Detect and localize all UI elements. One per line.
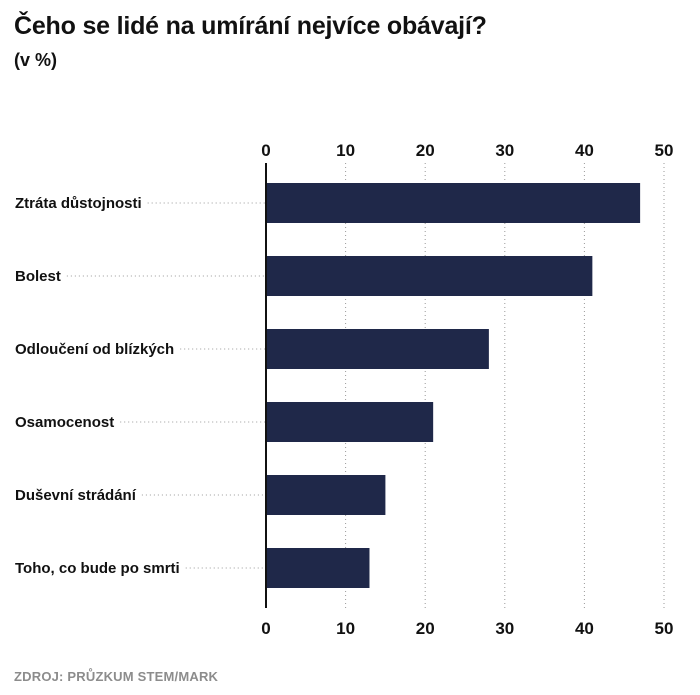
x-tick-label-bottom: 10 [336,619,355,638]
bar [266,475,386,515]
x-tick-label-top: 40 [575,141,594,160]
category-label: Bolest [15,268,61,285]
x-tick-label-bottom: 30 [495,619,514,638]
bar [266,183,641,223]
bar [266,548,370,588]
category-label: Odloučení od blízkých [15,341,174,358]
chart-subtitle: (v %) [14,50,58,70]
x-tick-label-bottom: 50 [655,619,674,638]
x-tick-label-top: 30 [495,141,514,160]
category-label: Toho, co bude po smrti [15,560,180,577]
category-label: Duševní strádání [15,487,137,504]
category-label: Ztráta důstojnosti [15,195,142,212]
x-tick-label-bottom: 0 [261,619,270,638]
source-note: ZDROJ: PRŮZKUM STEM/MARK [14,669,219,684]
x-tick-label-bottom: 20 [416,619,435,638]
x-tick-label-top: 50 [655,141,674,160]
bar [266,402,434,442]
x-tick-label-bottom: 40 [575,619,594,638]
bar [266,329,489,369]
x-tick-label-top: 0 [261,141,270,160]
x-tick-label-top: 20 [416,141,435,160]
x-tick-label-top: 10 [336,141,355,160]
bar [266,256,593,296]
chart-title: Čeho se lidé na umírání nejvíce obávají? [14,12,487,40]
category-label: Osamocenost [15,414,114,431]
